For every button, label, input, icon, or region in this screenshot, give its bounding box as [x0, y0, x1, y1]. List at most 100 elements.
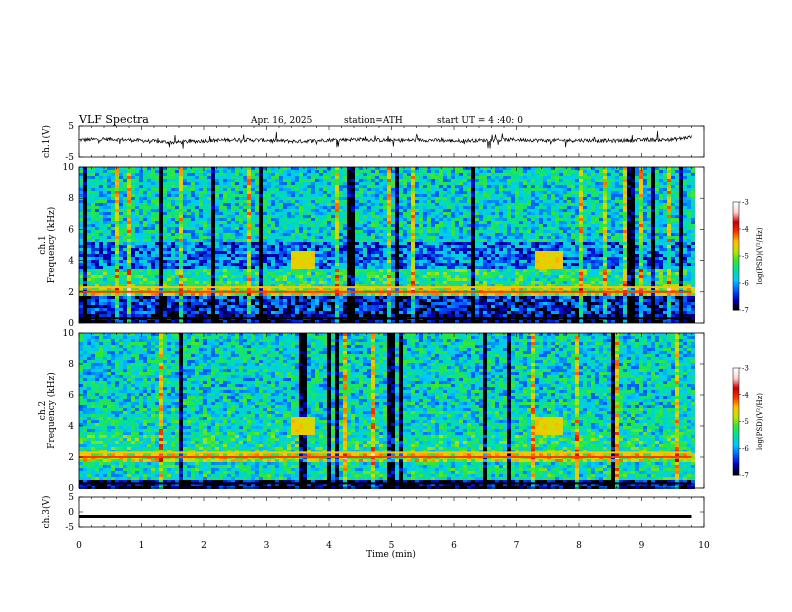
spectrogram-cell [451, 188, 455, 191]
spectrogram-cell [315, 206, 319, 209]
spectrogram-cell [195, 170, 199, 173]
spectrogram-cell [387, 260, 391, 263]
spectrogram-cell [103, 182, 107, 185]
spectrogram-cell [363, 167, 367, 170]
spectrogram-cell [427, 248, 431, 251]
spectrogram-cell [603, 179, 607, 182]
spectrogram-cell [687, 182, 691, 185]
spectrogram-cell [643, 239, 647, 242]
spectrogram-cell [495, 239, 499, 242]
spectrogram-cell [635, 206, 639, 209]
spectrogram-cell [247, 260, 251, 263]
spectrogram-cell [555, 182, 559, 185]
spectrogram-cell [399, 242, 403, 245]
spectrogram-cell [199, 245, 203, 248]
spectrogram-cell [407, 185, 411, 188]
spectrogram-cell [415, 251, 419, 254]
spectrogram-cell [427, 197, 431, 200]
spectrogram-cell [499, 254, 503, 257]
spectrogram-cell [139, 197, 143, 200]
spectrogram-cell [135, 209, 139, 212]
spectrogram-cell [215, 200, 219, 203]
spectrogram-cell [363, 248, 367, 251]
spectrogram-cell [639, 248, 643, 251]
spectrogram-cell [179, 176, 183, 179]
spectrogram-cell [527, 179, 531, 182]
spectrogram-cell [515, 236, 519, 239]
spectrogram-cell [543, 200, 547, 203]
spectrogram-cell [287, 194, 291, 197]
spectrogram-cell [471, 230, 475, 233]
spectrogram-cell [499, 182, 503, 185]
spectrogram-cell [435, 170, 439, 173]
spectrogram-cell [575, 188, 579, 191]
spectrogram-cell [99, 191, 103, 194]
spectrogram-cell [615, 170, 619, 173]
spectrogram-cell [615, 239, 619, 242]
spectrogram-cell [367, 236, 371, 239]
spectrogram-cell [87, 254, 91, 257]
spectrogram-cell [639, 239, 643, 242]
spectrogram-cell [459, 200, 463, 203]
spectrogram-cell [159, 203, 163, 206]
spectrogram-cell [187, 260, 191, 263]
spectrogram-cell [147, 194, 151, 197]
spectrogram-cell [215, 170, 219, 173]
spectrogram-cell [247, 209, 251, 212]
date-label: Apr. 16, 2025 [250, 116, 313, 126]
spectrogram-cell [563, 254, 567, 257]
spectrogram-cell [447, 218, 451, 221]
spectrogram-cell [119, 239, 123, 242]
spectrogram-cell [95, 182, 99, 185]
spectrogram-cell [123, 209, 127, 212]
spectrogram-cell [635, 215, 639, 218]
spectrogram-cell [383, 206, 387, 209]
spectrogram-cell [243, 245, 247, 248]
spectrogram-cell [319, 248, 323, 251]
spectrogram-cell [115, 224, 119, 227]
spectrogram-cell [439, 233, 443, 236]
spectrogram-cell [247, 197, 251, 200]
spectrogram-cell [83, 251, 87, 254]
spectrogram-cell [535, 227, 539, 230]
spectrogram-cell [435, 221, 439, 224]
spectrogram-cell [483, 194, 487, 197]
spectrogram-cell [691, 221, 695, 224]
spectrogram-cell [679, 224, 683, 227]
spectrogram-cell [447, 224, 451, 227]
spectrogram-cell [355, 188, 359, 191]
spectrogram-cell [467, 191, 471, 194]
spectrogram-cell [435, 194, 439, 197]
spectrogram-cell [123, 242, 127, 245]
spectrogram-cell [315, 173, 319, 176]
spectrogram-cell [211, 170, 215, 173]
spectrogram-cell [567, 221, 571, 224]
spectrogram-cell [551, 236, 555, 239]
spectrogram-cell [183, 212, 187, 215]
spectrogram-cell [527, 194, 531, 197]
spectrogram-cell [315, 239, 319, 242]
spectrogram-cell [203, 239, 207, 242]
spectrogram-cell [287, 203, 291, 206]
spectrogram-cell [379, 176, 383, 179]
spectrogram-cell [359, 257, 363, 260]
spectrogram-cell [631, 227, 635, 230]
spectrogram-cell [459, 221, 463, 224]
spectrogram-cell [503, 194, 507, 197]
spectrogram-cell [147, 227, 151, 230]
spectrogram-cell [651, 230, 655, 233]
spectrogram-cell [131, 218, 135, 221]
spectrogram-cell [155, 233, 159, 236]
spectrogram-cell [283, 200, 287, 203]
spectrogram-cell [331, 170, 335, 173]
spectrogram-cell [351, 233, 355, 236]
spectrogram-cell [119, 176, 123, 179]
spectrogram-cell [383, 227, 387, 230]
spectrogram-cell [199, 173, 203, 176]
spectrogram-cell [235, 230, 239, 233]
spectrogram-cell [243, 188, 247, 191]
spectrogram-cell [391, 215, 395, 218]
spectrogram-cell [391, 245, 395, 248]
spectrogram-cell [143, 212, 147, 215]
spectrogram-cell [155, 200, 159, 203]
